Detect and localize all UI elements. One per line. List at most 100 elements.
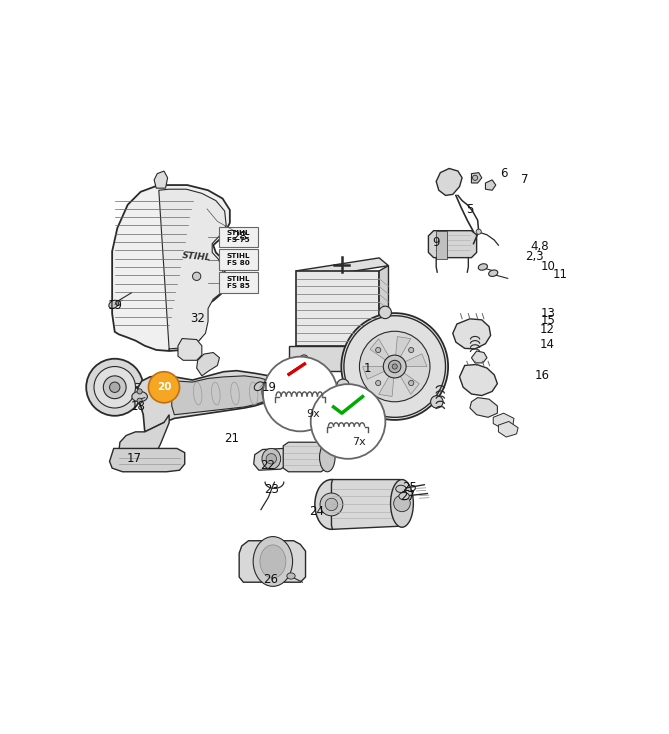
- Circle shape: [86, 359, 143, 415]
- Polygon shape: [453, 319, 490, 349]
- Polygon shape: [404, 354, 427, 366]
- Polygon shape: [296, 271, 379, 346]
- Circle shape: [393, 495, 410, 512]
- Circle shape: [149, 371, 179, 403]
- Circle shape: [337, 379, 349, 391]
- Polygon shape: [383, 346, 392, 378]
- Ellipse shape: [320, 443, 335, 472]
- Circle shape: [300, 355, 308, 363]
- Text: 13: 13: [541, 307, 555, 320]
- Polygon shape: [159, 189, 226, 350]
- Ellipse shape: [109, 300, 118, 308]
- Polygon shape: [219, 272, 258, 293]
- Circle shape: [431, 396, 443, 408]
- Text: 15: 15: [541, 314, 555, 327]
- Text: STIHL
FS 85: STIHL FS 85: [226, 276, 250, 289]
- Polygon shape: [254, 448, 290, 470]
- Text: 17: 17: [127, 452, 142, 465]
- Circle shape: [325, 498, 338, 511]
- Text: 18: 18: [130, 401, 145, 413]
- Polygon shape: [178, 338, 202, 360]
- Ellipse shape: [260, 545, 286, 578]
- Polygon shape: [460, 365, 497, 396]
- Polygon shape: [428, 230, 476, 258]
- Polygon shape: [401, 372, 419, 394]
- Polygon shape: [240, 541, 306, 582]
- Circle shape: [359, 331, 430, 401]
- Text: 19: 19: [262, 381, 277, 393]
- Polygon shape: [219, 250, 258, 270]
- Text: 5: 5: [466, 203, 474, 217]
- Polygon shape: [331, 479, 404, 529]
- Circle shape: [409, 380, 414, 385]
- Text: 32: 32: [190, 313, 205, 325]
- Circle shape: [266, 454, 276, 464]
- Text: 4,8: 4,8: [531, 240, 549, 252]
- Polygon shape: [470, 398, 497, 418]
- Polygon shape: [169, 376, 276, 415]
- Ellipse shape: [132, 391, 147, 401]
- Circle shape: [372, 357, 376, 361]
- Polygon shape: [493, 413, 514, 429]
- Polygon shape: [296, 258, 389, 279]
- Circle shape: [409, 347, 414, 352]
- Circle shape: [320, 493, 343, 516]
- Text: 12: 12: [540, 323, 555, 335]
- Ellipse shape: [399, 493, 409, 500]
- Text: STIHL
FS 75: STIHL FS 75: [226, 230, 250, 244]
- Circle shape: [392, 364, 397, 369]
- Ellipse shape: [478, 264, 488, 270]
- Polygon shape: [498, 421, 518, 437]
- Circle shape: [103, 376, 126, 399]
- Circle shape: [94, 366, 135, 408]
- Circle shape: [341, 313, 448, 420]
- Text: STIHL
FS 80: STIHL FS 80: [226, 253, 250, 266]
- Polygon shape: [379, 266, 389, 354]
- Polygon shape: [363, 366, 385, 379]
- Polygon shape: [472, 351, 487, 363]
- Text: 20: 20: [157, 382, 171, 392]
- Circle shape: [110, 382, 120, 393]
- Polygon shape: [119, 415, 169, 465]
- Text: 7x: 7x: [353, 437, 367, 447]
- Circle shape: [310, 384, 385, 459]
- Circle shape: [383, 355, 406, 378]
- Ellipse shape: [396, 485, 406, 493]
- Circle shape: [476, 229, 481, 234]
- Polygon shape: [219, 227, 258, 247]
- Polygon shape: [138, 371, 276, 432]
- Text: 27: 27: [400, 490, 415, 503]
- Circle shape: [389, 360, 401, 373]
- Circle shape: [472, 175, 478, 181]
- Text: 9: 9: [432, 236, 440, 249]
- Text: 16: 16: [535, 369, 550, 382]
- Polygon shape: [486, 180, 496, 190]
- Text: STIHL: STIHL: [182, 251, 211, 262]
- Ellipse shape: [253, 537, 292, 586]
- Text: 23: 23: [264, 484, 279, 496]
- Circle shape: [137, 389, 142, 394]
- Circle shape: [344, 316, 446, 418]
- Text: 10: 10: [541, 261, 555, 274]
- Polygon shape: [283, 442, 326, 472]
- Polygon shape: [154, 171, 168, 188]
- Text: 24: 24: [310, 505, 324, 518]
- Text: 26: 26: [263, 573, 278, 586]
- Text: 21: 21: [224, 432, 239, 445]
- Ellipse shape: [254, 382, 264, 390]
- Text: 7: 7: [520, 173, 528, 186]
- Ellipse shape: [287, 573, 295, 579]
- Text: 6: 6: [500, 167, 507, 180]
- Polygon shape: [290, 346, 383, 371]
- Polygon shape: [110, 448, 185, 472]
- Ellipse shape: [488, 270, 498, 277]
- Polygon shape: [379, 377, 394, 396]
- Circle shape: [193, 272, 201, 280]
- Polygon shape: [472, 172, 482, 183]
- Circle shape: [379, 306, 391, 319]
- Text: 9x: 9x: [306, 409, 320, 418]
- Circle shape: [263, 357, 338, 432]
- Ellipse shape: [262, 377, 281, 406]
- Text: 2,3: 2,3: [525, 250, 544, 263]
- Polygon shape: [197, 352, 219, 376]
